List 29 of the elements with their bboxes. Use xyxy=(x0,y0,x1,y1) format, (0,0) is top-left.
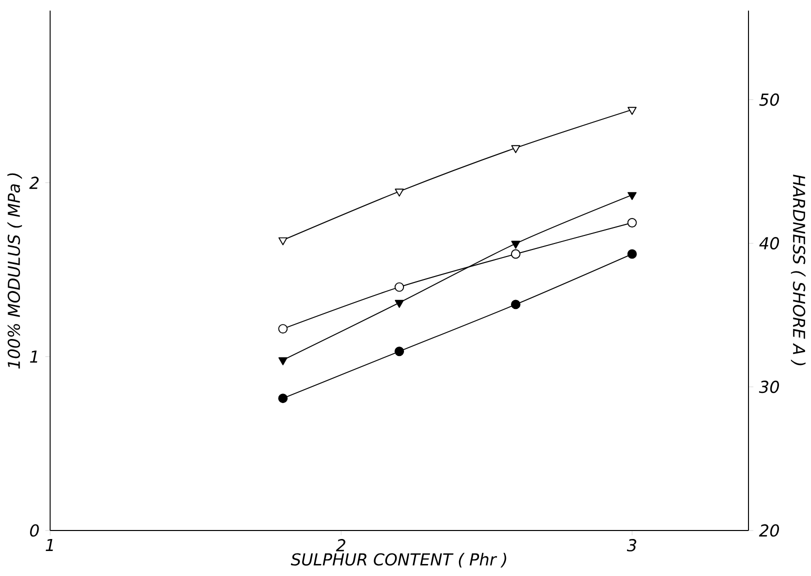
point xyxy=(511,145,520,154)
point xyxy=(510,249,520,259)
point xyxy=(510,300,520,310)
x-axis-title: SULPHUR CONTENT ( Phr ) xyxy=(290,552,506,568)
point xyxy=(278,324,288,334)
x-tick-label: 3 xyxy=(626,539,636,552)
point xyxy=(628,192,637,200)
y-tick-label: 2 xyxy=(29,176,39,189)
y-tick-label: 0 xyxy=(30,524,39,537)
x-tick-label: 2 xyxy=(336,539,346,552)
point xyxy=(278,394,288,404)
y2-tick-label: 30 xyxy=(758,380,779,394)
y2-tick-label: 50 xyxy=(759,94,779,106)
y2-tick-label: 40 xyxy=(759,237,779,250)
point xyxy=(627,218,637,228)
y-axis-title: 100% MODULUS ( MPa ) xyxy=(7,173,22,369)
point xyxy=(627,249,637,259)
point xyxy=(394,188,404,197)
y2-axis-title: HARDNESS ( SHORE A ) xyxy=(790,174,806,366)
point xyxy=(511,240,520,249)
point xyxy=(394,346,404,356)
point xyxy=(394,300,404,308)
point xyxy=(628,107,637,115)
y2-tick-label: 20 xyxy=(759,524,779,537)
point xyxy=(278,357,288,366)
x-tick-label: 1 xyxy=(46,539,53,552)
y-tick-label: 1 xyxy=(30,350,38,363)
point xyxy=(394,282,404,292)
point xyxy=(278,237,288,246)
